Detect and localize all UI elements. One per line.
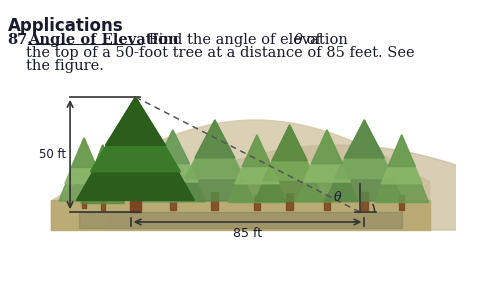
Polygon shape: [311, 130, 343, 164]
Polygon shape: [235, 135, 279, 184]
Text: of: of: [302, 33, 321, 47]
Polygon shape: [51, 200, 430, 230]
Polygon shape: [388, 135, 415, 166]
Polygon shape: [345, 120, 385, 158]
Polygon shape: [195, 120, 235, 158]
Polygon shape: [254, 195, 260, 210]
Polygon shape: [86, 145, 120, 187]
Polygon shape: [176, 120, 254, 201]
Text: Find the angle of elevation: Find the angle of elevation: [144, 33, 352, 47]
Polygon shape: [324, 194, 330, 210]
Polygon shape: [304, 130, 350, 182]
Text: Angle of Elevation: Angle of Elevation: [28, 33, 179, 47]
Polygon shape: [286, 193, 293, 210]
Polygon shape: [334, 120, 394, 178]
Polygon shape: [101, 197, 105, 210]
Polygon shape: [65, 138, 103, 183]
Text: the figure.: the figure.: [26, 59, 104, 73]
Polygon shape: [263, 125, 316, 180]
Polygon shape: [80, 212, 402, 228]
Text: the top of a 50-foot tree at a distance of 85 feet. See: the top of a 50-foot tree at a distance …: [26, 46, 415, 60]
Polygon shape: [81, 145, 124, 204]
Polygon shape: [228, 135, 286, 202]
Polygon shape: [90, 97, 181, 172]
Polygon shape: [130, 189, 141, 212]
Polygon shape: [211, 192, 219, 210]
Polygon shape: [59, 138, 109, 201]
Polygon shape: [92, 145, 114, 172]
Polygon shape: [272, 125, 307, 161]
Text: 50 ft: 50 ft: [39, 148, 66, 161]
Polygon shape: [82, 194, 86, 208]
Polygon shape: [375, 135, 428, 202]
Polygon shape: [296, 130, 358, 202]
Polygon shape: [148, 130, 198, 182]
Polygon shape: [105, 97, 165, 145]
Polygon shape: [381, 135, 422, 184]
Text: 87.: 87.: [7, 33, 33, 47]
Polygon shape: [242, 135, 272, 166]
Polygon shape: [185, 120, 245, 178]
Polygon shape: [51, 120, 430, 230]
Polygon shape: [399, 195, 404, 210]
Polygon shape: [255, 125, 325, 201]
Text: θ: θ: [293, 33, 302, 47]
Polygon shape: [76, 97, 195, 201]
Polygon shape: [170, 194, 176, 210]
Polygon shape: [361, 192, 368, 210]
Polygon shape: [71, 138, 97, 167]
Text: θ: θ: [333, 191, 341, 204]
Text: 85 ft: 85 ft: [233, 227, 262, 240]
Polygon shape: [140, 130, 206, 202]
Polygon shape: [107, 145, 458, 230]
Polygon shape: [156, 130, 189, 164]
Polygon shape: [325, 120, 404, 201]
Text: Applications: Applications: [7, 17, 123, 35]
